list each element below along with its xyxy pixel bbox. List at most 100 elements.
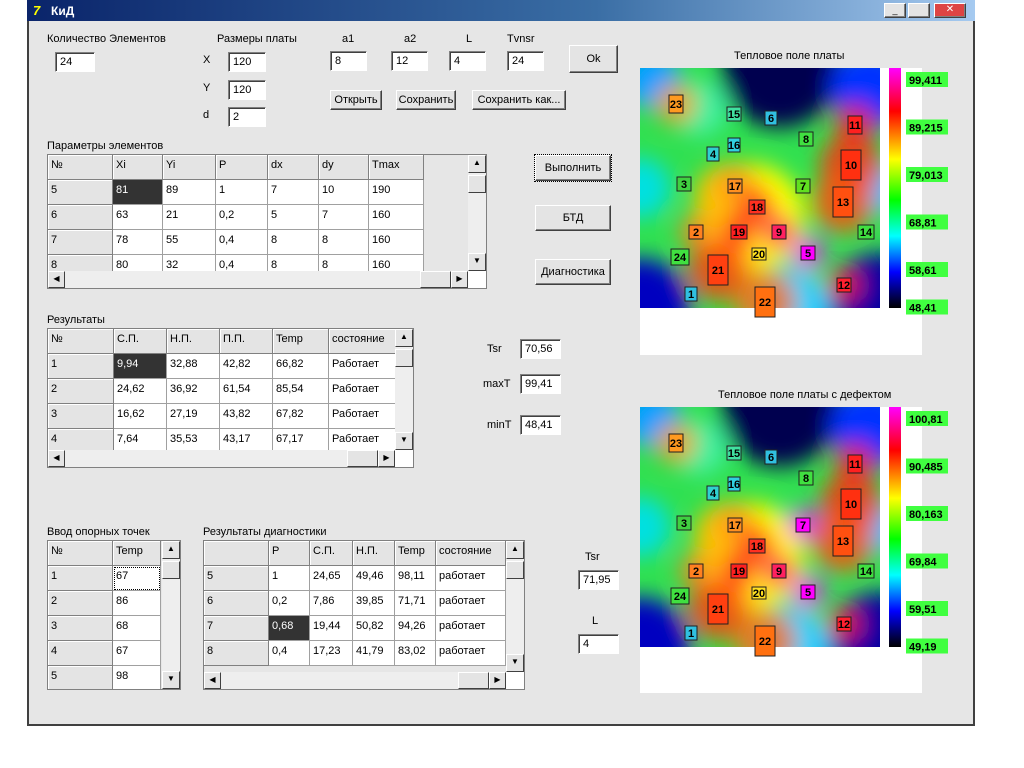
table-cell[interactable]: 35,53 [167,429,220,450]
table-cell[interactable]: 43,17 [220,429,273,450]
table-cell[interactable]: Работает [329,379,395,404]
scroll-thumb[interactable] [506,561,524,579]
table-cell[interactable]: 160 [369,255,424,271]
table-cell[interactable]: 8 [268,255,319,271]
scroll-arrow[interactable]: ▶ [378,450,395,467]
scroll-arrow[interactable]: ◀ [204,672,221,689]
scrollbar[interactable] [48,450,395,467]
table-cell[interactable]: 67 [113,641,161,666]
table-cell[interactable]: 160 [369,205,424,230]
table-cell[interactable]: работает [436,591,506,616]
row-header[interactable]: 8 [204,641,269,666]
table-cell[interactable]: Работает [329,354,395,379]
table-cell[interactable]: 7 [319,205,369,230]
x-input[interactable]: 120 [228,52,266,72]
table-cell[interactable]: 86 [113,591,161,616]
table-cell[interactable]: 0,4 [269,641,310,666]
table-cell[interactable]: Работает [329,404,395,429]
run-button[interactable]: Выполнить [534,154,612,182]
row-header[interactable]: 7 [204,616,269,641]
scrollbar[interactable] [204,672,506,689]
scroll-arrow[interactable]: ◀ [48,271,65,288]
row-header[interactable]: 7 [48,230,113,255]
scroll-arrow[interactable]: ◀ [48,450,65,467]
btd-button[interactable]: БТД [535,205,611,231]
scroll-thumb[interactable] [458,672,489,689]
scroll-arrow[interactable]: ▲ [162,541,180,559]
table-cell[interactable]: 66,82 [273,354,329,379]
param-input[interactable]: 24 [507,51,544,71]
ok-button[interactable]: Ok [569,45,618,73]
table-cell[interactable]: 78 [113,230,163,255]
row-header[interactable]: 5 [204,566,269,591]
scroll-arrow[interactable]: ▲ [506,541,524,559]
table-cell[interactable]: 0,4 [216,255,268,271]
defect-stat-input[interactable]: 4 [578,634,619,654]
table-cell[interactable]: 0,2 [216,205,268,230]
row-header[interactable]: 1 [48,566,113,591]
table-cell[interactable]: 81 [113,180,163,205]
table-cell[interactable]: 89 [163,180,216,205]
param-input[interactable]: 12 [391,51,428,71]
maximize-button[interactable] [908,3,930,18]
row-header[interactable]: 6 [204,591,269,616]
table-cell[interactable]: 39,85 [353,591,395,616]
table-cell[interactable]: 68 [113,616,161,641]
table-cell[interactable]: 71,71 [395,591,436,616]
table-cell[interactable]: 7,86 [310,591,353,616]
row-header[interactable]: 4 [48,429,114,450]
table-cell[interactable]: 67,82 [273,404,329,429]
table-cell[interactable]: 43,82 [220,404,273,429]
table-cell[interactable]: 85,54 [273,379,329,404]
table-cell[interactable]: 21 [163,205,216,230]
table-cell[interactable]: 7 [268,180,319,205]
scroll-arrow[interactable]: ▼ [395,432,413,450]
table-cell[interactable]: 10 [319,180,369,205]
param-input[interactable]: 8 [330,51,367,71]
table-cell[interactable]: 27,19 [167,404,220,429]
table-cell[interactable]: 9,94 [114,354,167,379]
table-cell[interactable]: 98 [113,666,161,689]
table-cell[interactable]: 49,46 [353,566,395,591]
table-cell[interactable]: 1 [269,566,310,591]
open-button[interactable]: Открыть [330,90,382,110]
table-cell[interactable]: 1 [216,180,268,205]
table-cell[interactable]: 32,88 [167,354,220,379]
stat-input[interactable]: 99,41 [520,374,561,394]
scroll-arrow[interactable]: ▶ [489,672,506,689]
save-button[interactable]: Сохранить [396,90,456,110]
table-cell[interactable]: 0,2 [269,591,310,616]
table-cell[interactable]: 98,11 [395,566,436,591]
scroll-arrow[interactable]: ▶ [451,271,468,288]
row-header[interactable]: 2 [48,591,113,616]
stat-input[interactable]: 70,56 [520,339,561,359]
table-cell[interactable]: 94,26 [395,616,436,641]
table-cell[interactable]: работает [436,641,506,666]
table[interactable]: № 1 2 3 4 С.П. 9,94 24,62 16,62 7,64 Н.П. 32,88 36,9… [47,328,414,468]
table-cell[interactable]: 83,02 [395,641,436,666]
table-cell[interactable]: 7,64 [114,429,167,450]
table-cell[interactable]: 5 [268,205,319,230]
table-cell[interactable]: 32 [163,255,216,271]
table-cell[interactable]: 50,82 [353,616,395,641]
diagnostics-button[interactable]: Диагностика [535,259,611,285]
d-input[interactable]: 2 [228,107,266,127]
stat-input[interactable]: 48,41 [520,415,561,435]
table-cell[interactable]: 55 [163,230,216,255]
scroll-thumb[interactable] [468,175,486,193]
table-cell[interactable]: 67 [113,566,161,591]
table-cell[interactable]: 8 [319,255,369,271]
table[interactable]: № 1 2 3 4 5 Temp 67 86 68 67 98 ▲ ▼ [47,540,181,690]
table-cell[interactable]: 160 [369,230,424,255]
save-as-button[interactable]: Сохранить как... [472,90,566,110]
table-cell[interactable]: 0,4 [216,230,268,255]
table-cell[interactable]: 61,54 [220,379,273,404]
scroll-thumb[interactable] [162,561,180,579]
table-cell[interactable]: 8 [319,230,369,255]
elements-count-input[interactable]: 24 [55,52,95,72]
scroll-thumb[interactable] [347,450,378,467]
row-header[interactable]: 3 [48,616,113,641]
table-cell[interactable]: 16,62 [114,404,167,429]
table-cell[interactable]: 80 [113,255,163,271]
scrollbar[interactable] [48,271,468,288]
